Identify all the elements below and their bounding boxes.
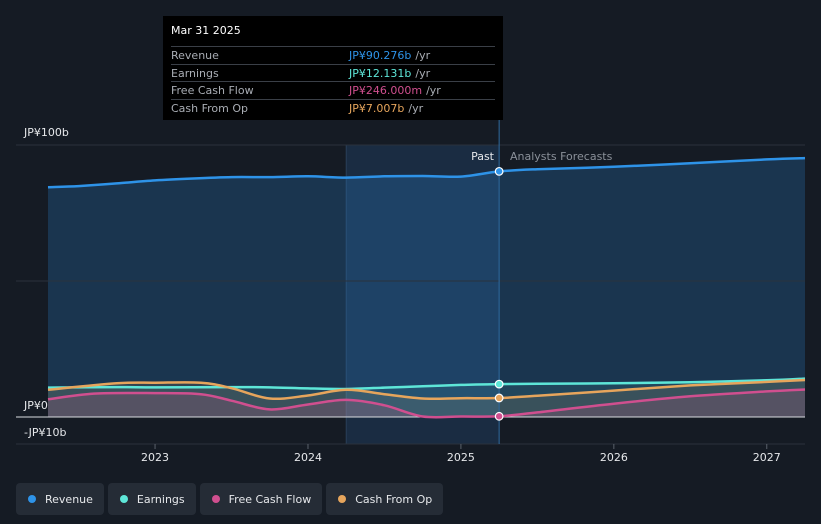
tooltip-row-revenue: Revenue JP¥90.276b /yr [171, 46, 495, 64]
series-line-free_cash_flow [47, 388, 806, 419]
x-tick-label: 2023 [141, 451, 169, 464]
x-tick-label: 2027 [753, 451, 781, 464]
tooltip-unit: /yr [408, 101, 424, 115]
legend-dot-icon [119, 495, 128, 503]
legend-item-revenue[interactable]: Revenue [16, 483, 104, 515]
tooltip-value: JP¥12.131b [349, 66, 412, 80]
tooltip-unit: /yr [426, 84, 441, 97]
series-line-earnings [47, 377, 806, 391]
tooltip-label: Revenue [171, 49, 219, 62]
x-tick-label: 2025 [447, 451, 475, 464]
x-tick-label: 2026 [600, 451, 628, 464]
legend-label: Revenue [45, 492, 93, 506]
tooltip-value: JP¥7.007b [349, 101, 405, 115]
tooltip-label: Free Cash Flow [171, 84, 254, 97]
y-axis-label-zero: JP¥0 [23, 399, 48, 412]
series-line-cash_from_op [47, 378, 806, 401]
legend-item-earnings[interactable]: Earnings [107, 483, 196, 515]
legend-dot-icon [338, 495, 347, 503]
tooltip-date: Mar 31 2025 [171, 24, 241, 37]
past-label: Past [471, 150, 495, 163]
legend-item-cash-from-op[interactable]: Cash From Op [326, 483, 444, 515]
series-area-cash_from_op [48, 380, 805, 417]
tooltip-row-free-cash-flow: Free Cash Flow JP¥246.000m /yr [171, 81, 495, 99]
legend-dot-icon [211, 495, 220, 503]
tooltip-label: Cash From Op [171, 101, 249, 115]
data-point-cash_from_op [494, 393, 504, 403]
series-area-revenue [48, 158, 805, 417]
legend-label: Earnings [136, 492, 185, 506]
tooltip-unit: /yr [415, 49, 431, 62]
tooltip-value: JP¥90.276b [349, 49, 412, 62]
series-area-free_cash_flow [48, 389, 805, 418]
past-highlight-band [346, 145, 500, 444]
forecast-label: Analysts Forecasts [510, 150, 613, 163]
data-point-revenue [494, 166, 504, 176]
tooltip-row-cash-from-op: Cash From Op JP¥7.007b /yr [171, 98, 495, 117]
legend-label: Free Cash Flow [228, 492, 312, 506]
y-axis-label-bottom: -JP¥10b [24, 426, 66, 439]
legend-label: Cash From Op [355, 492, 433, 506]
tooltip-row-earnings: Earnings JP¥12.131b /yr [171, 63, 495, 82]
legend-dot-icon [28, 495, 36, 503]
tooltip: Mar 31 2025 Revenue JP¥90.276b /yr Earni… [163, 16, 503, 120]
legend-item-free-cash-flow[interactable]: Free Cash Flow [199, 483, 323, 515]
legend: Revenue Earnings Free Cash Flow Cash Fro… [16, 483, 444, 515]
tooltip-label: Earnings [171, 66, 219, 80]
y-axis-label-top: JP¥100b [23, 126, 69, 139]
series-line-revenue [47, 156, 806, 189]
tooltip-unit: /yr [415, 66, 431, 80]
x-tick-label: 2024 [294, 451, 322, 464]
tooltip-value: JP¥246.000m [349, 84, 423, 97]
data-point-free_cash_flow [494, 411, 504, 421]
data-point-earnings [494, 379, 504, 389]
